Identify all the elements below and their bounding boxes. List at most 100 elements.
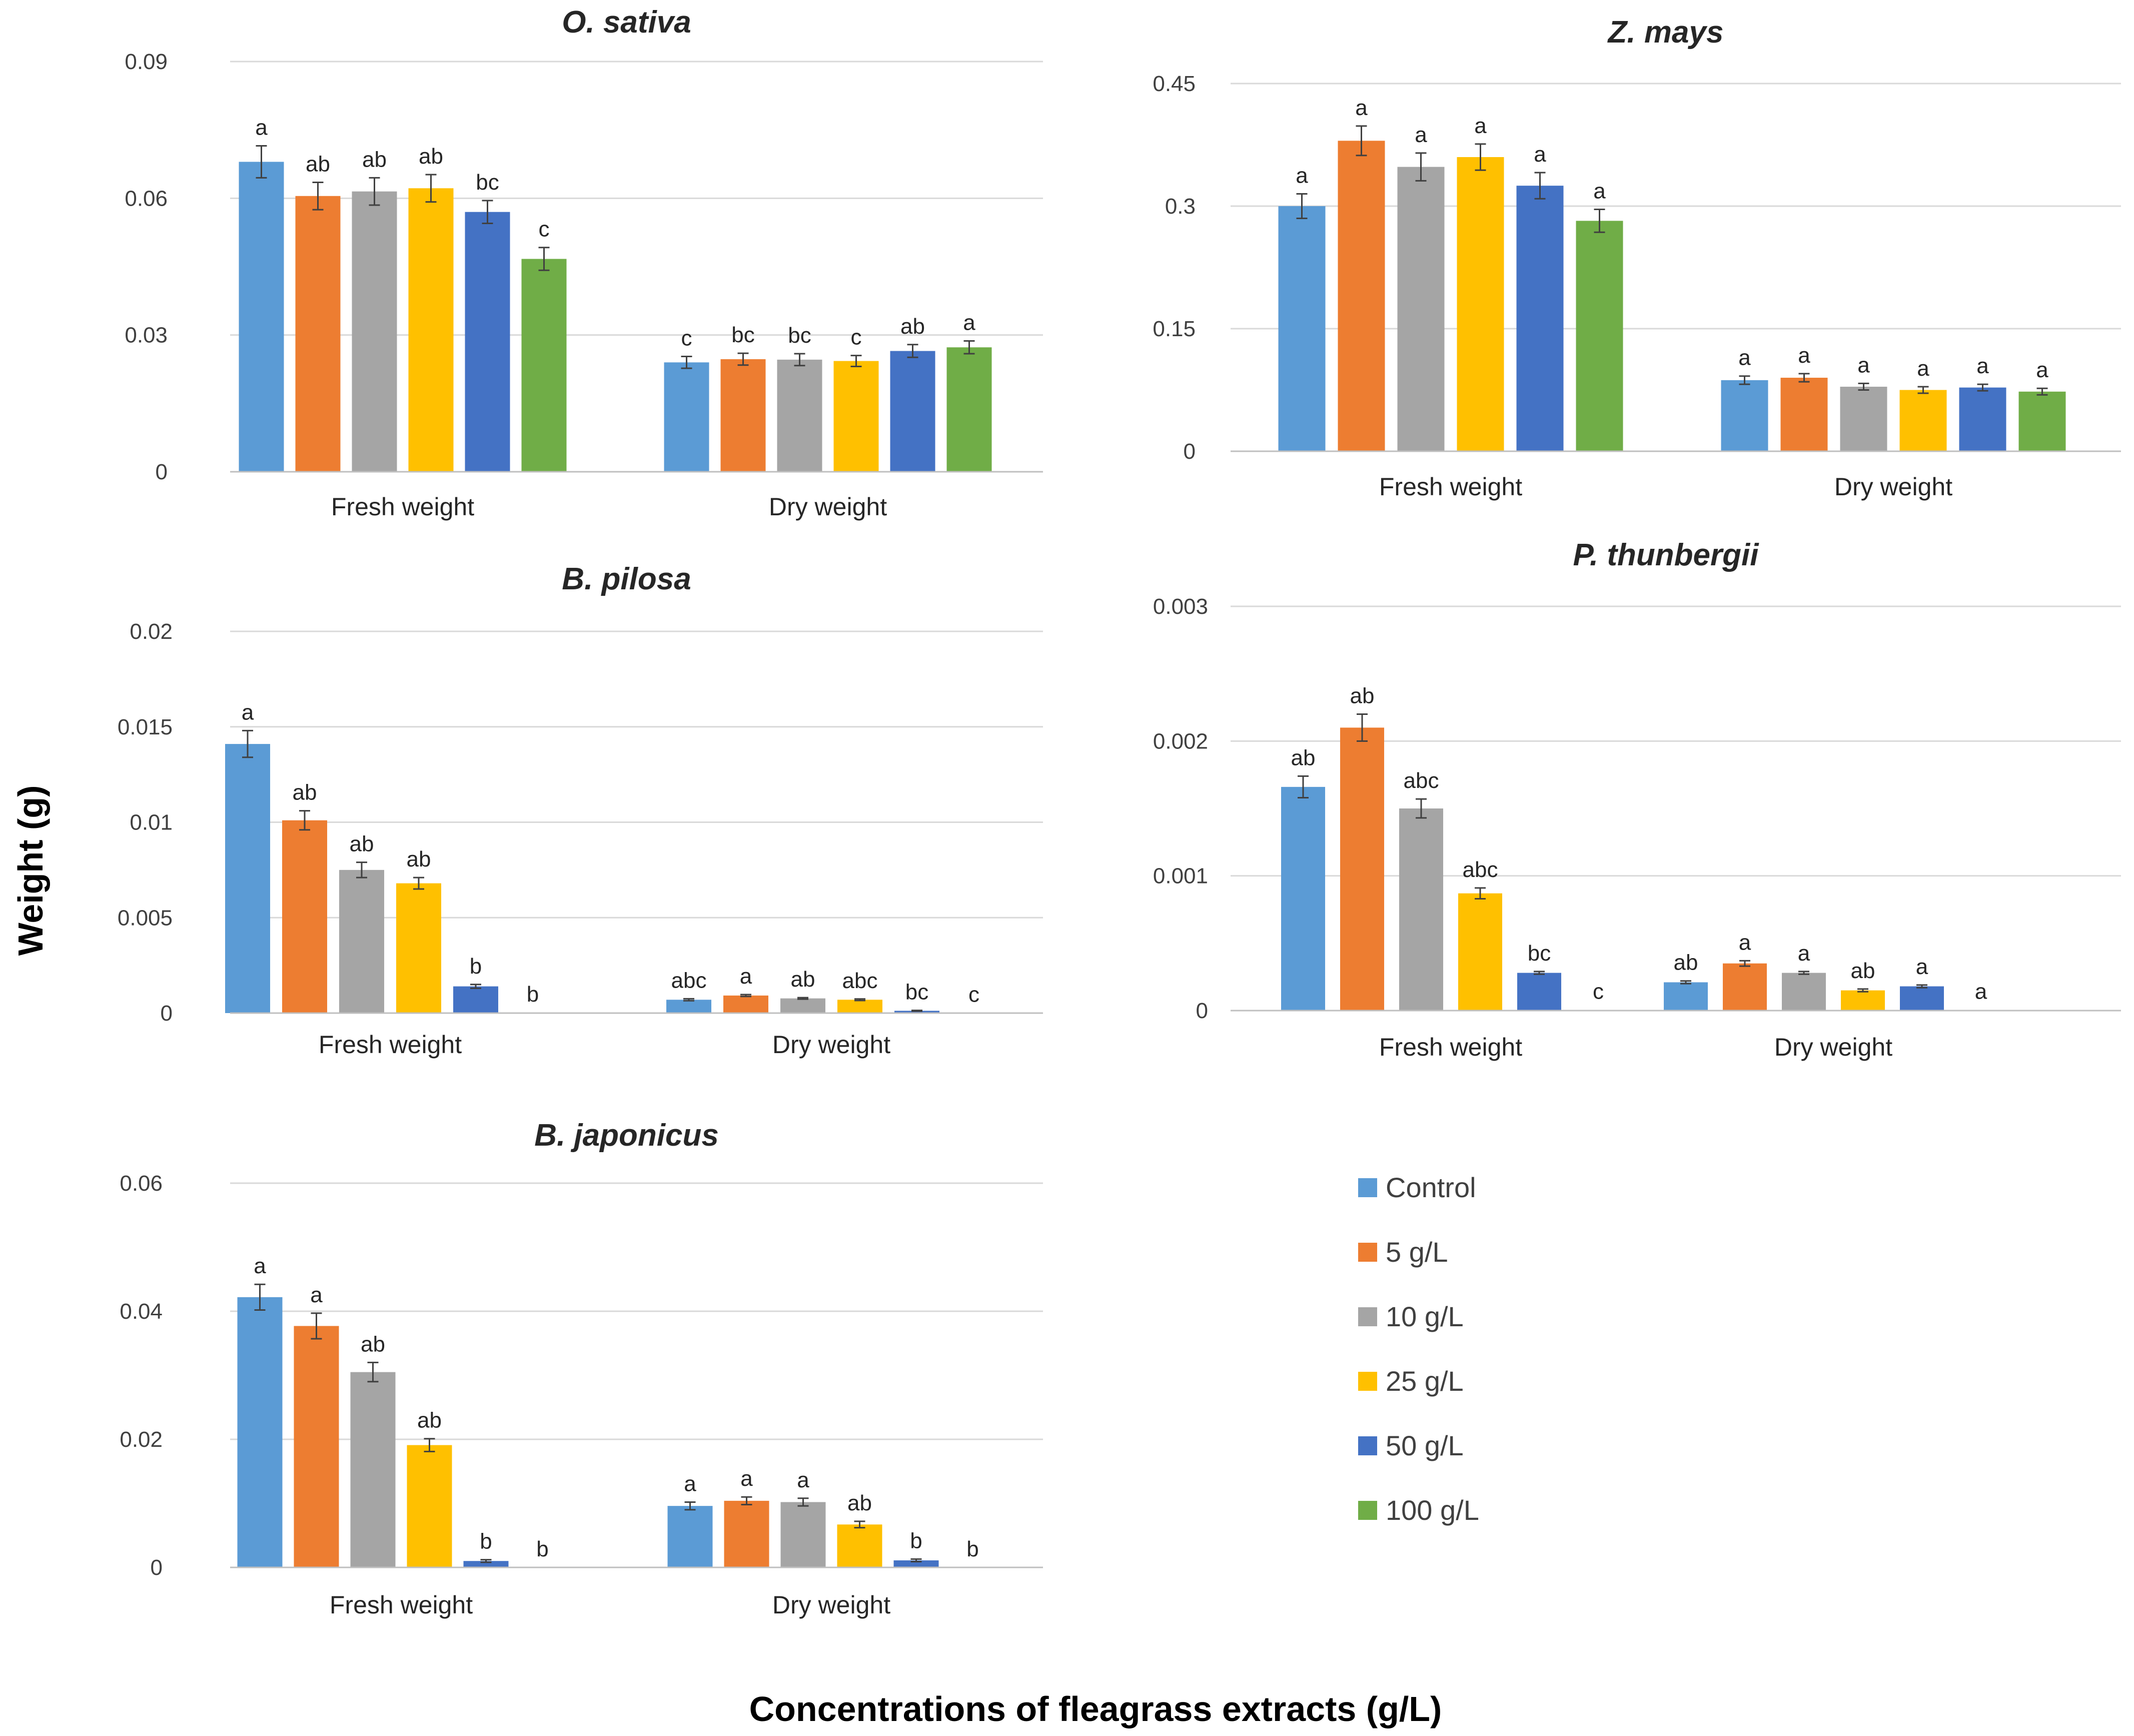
significance-letter: a [740,964,752,989]
legend-label: 50 g/L [1386,1430,1464,1461]
bar [1458,893,1502,1011]
significance-letter: ab [407,847,431,872]
y-tick-label: 0.04 [120,1299,163,1324]
bar [1840,386,1887,451]
x-category-label: Dry weight [1834,473,1952,501]
legend-item: 100 g/L [1358,1494,1479,1526]
legend-swatch [1358,1436,1377,1455]
significance-letter: a [1916,955,1928,979]
bar [780,1502,826,1567]
significance-letter: b [966,1537,978,1561]
chart-panel-5: B. japonicus 0 0.02 0.04 0.06 Fresh weight Dry… [120,1118,1043,1619]
significance-letter: bc [788,323,811,348]
significance-letter: c [968,983,979,1007]
significance-letter: ab [293,780,317,805]
bar [667,1506,713,1567]
bar [521,259,567,472]
significance-letter: a [1738,346,1751,370]
significance-letter: ab [1674,951,1698,975]
significance-letter: b [910,1528,922,1553]
significance-letter: b [470,954,482,979]
significance-letter: a [1474,114,1487,138]
bar [282,820,327,1013]
significance-letter: bc [731,323,754,347]
y-axis-label: Weight (g) [11,785,50,956]
bar [408,188,454,472]
chart-title: Z. mays [1607,15,1724,50]
bar [407,1445,452,1567]
legend-swatch [1358,1372,1377,1391]
chart-title: P. thunbergii [1573,538,1760,572]
charts-layer: O. sativa 0 0.03 0.06 0.09 Fresh weight Dry we… [118,5,2121,1619]
significance-letter: bc [905,980,928,1005]
bar [1399,808,1443,1011]
significance-letter: a [1917,356,1929,381]
x-category-label: Dry weight [1774,1033,1892,1061]
bar [777,359,822,472]
bar [946,347,992,472]
x-category-label: Fresh weight [1379,1033,1522,1061]
significance-letter: a [242,700,254,724]
bar [666,1000,711,1013]
bar [837,1524,882,1567]
significance-letter: b [480,1529,492,1554]
y-tick-label: 0.005 [118,906,173,930]
bar [1782,973,1826,1011]
bar [833,361,879,472]
bar [465,212,510,472]
bar [352,191,397,472]
bar [893,1560,939,1567]
significance-letter: a [1798,343,1810,368]
significance-letter: a [310,1283,323,1307]
bar [664,362,709,472]
legend-swatch [1358,1501,1377,1520]
legend-label: 5 g/L [1386,1236,1448,1268]
bar [350,1372,396,1567]
y-tick-label: 0 [151,1555,163,1580]
significance-letter: a [1534,142,1546,167]
significance-letter: a [740,1466,753,1491]
significance-letter: a [255,116,268,140]
y-tick-label: 0 [161,1001,173,1026]
significance-letter: a [2036,358,2048,382]
chart-title: O. sativa [562,5,691,40]
bar [1576,221,1623,451]
bar [1723,963,1767,1011]
significance-letter: abc [1404,768,1439,793]
x-category-label: Fresh weight [331,493,474,521]
y-tick-label: 0.09 [125,50,168,74]
chart-title: B. pilosa [562,562,691,596]
y-tick-label: 0 [1196,999,1208,1023]
significance-letter: ab [419,144,443,169]
significance-letter: ab [417,1408,442,1433]
bar [1397,167,1445,452]
legend-swatch [1358,1243,1377,1262]
significance-letter: ab [361,1332,385,1356]
legend-item: 10 g/L [1358,1301,1464,1332]
legend-label: 100 g/L [1386,1494,1479,1526]
bar [2018,391,2066,451]
legend-swatch [1358,1178,1377,1197]
bar [837,1000,882,1013]
legend-item: Control [1358,1172,1476,1203]
y-tick-label: 0.45 [1153,72,1196,96]
significance-letter: a [1975,980,1987,1004]
x-category-label: Fresh weight [1379,473,1522,501]
significance-letter: ab [1291,745,1316,770]
significance-letter: a [254,1254,266,1278]
bar [1517,973,1561,1011]
significance-letter: a [1593,179,1606,204]
bar [1780,378,1828,451]
chart-panel-2: Z. mays 0 0.15 0.3 0.45 Fresh weight Dry weigh… [1153,15,2121,501]
legend: Control 5 g/L 10 g/L 25 g/L 50 g/L 100 g/L [1358,1172,1479,1526]
bar [1721,380,1768,451]
bar [1959,387,2006,451]
bar [720,359,766,472]
bar [239,162,284,472]
bar [1340,727,1384,1011]
y-tick-label: 0 [156,460,168,484]
significance-letter: abc [671,968,707,993]
x-category-label: Dry weight [772,1031,890,1059]
significance-letter: a [1739,930,1751,955]
